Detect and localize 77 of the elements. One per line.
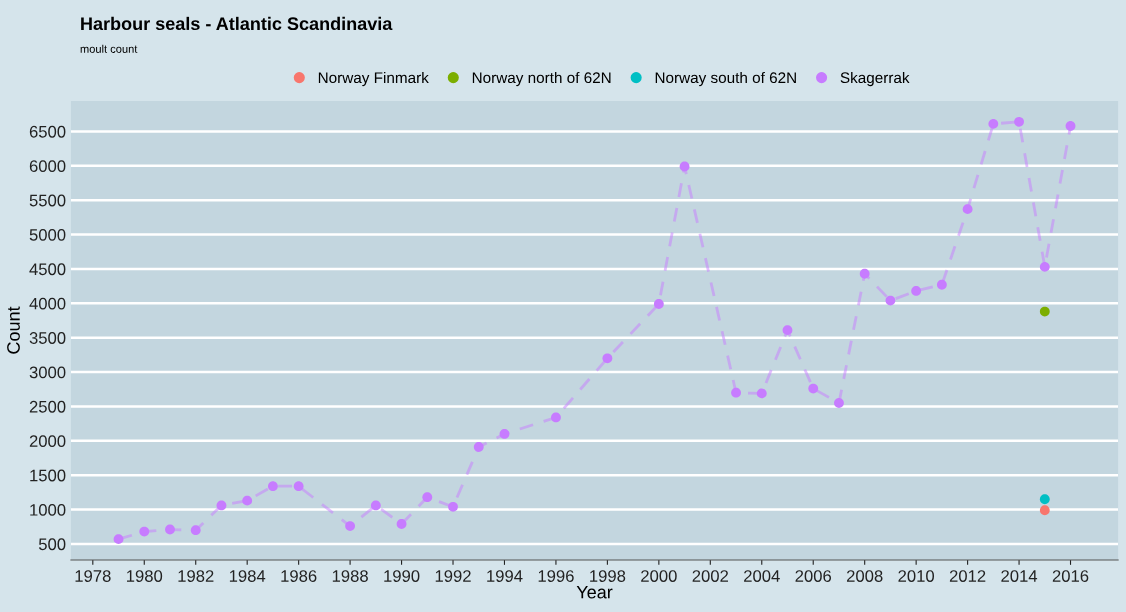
- y-tick-label: 6500: [29, 125, 66, 138]
- point: [834, 398, 844, 408]
- x-tick-label: 1990: [384, 570, 420, 582]
- legend-label: Skagerrak: [840, 71, 910, 87]
- point: [216, 500, 227, 511]
- point: [448, 501, 458, 512]
- chart-title: Harbour seals - Atlantic Scandinavia: [81, 16, 393, 31]
- x-tick-label: 2008: [846, 570, 883, 582]
- point: [859, 268, 870, 279]
- x-tick-label: 1992: [435, 570, 471, 582]
- y-tick-label: 1500: [30, 469, 66, 482]
- x-tick-label: 2000: [641, 570, 677, 582]
- y-axis-title: Count: [7, 306, 20, 354]
- point: [242, 495, 253, 506]
- y-tick-label: 2500: [29, 400, 66, 413]
- point: [731, 387, 741, 398]
- x-tick-label: 2002: [692, 570, 729, 582]
- point: [602, 353, 613, 364]
- point: [293, 481, 304, 492]
- x-tick-label: 2004: [744, 570, 780, 582]
- y-tick-label: 5000: [29, 228, 66, 241]
- y-tick-label: 3000: [29, 366, 66, 379]
- point: [551, 412, 561, 423]
- point: [1039, 494, 1050, 505]
- x-tick-label: 2012: [949, 570, 986, 582]
- point: [1039, 306, 1050, 317]
- y-tick-label: 1000: [30, 503, 66, 516]
- x-tick-label: 1978: [75, 570, 111, 582]
- point: [113, 534, 124, 545]
- point: [139, 526, 150, 537]
- point: [962, 204, 973, 215]
- x-tick-label: 1984: [229, 570, 266, 582]
- point: [911, 286, 922, 296]
- point: [1039, 261, 1050, 272]
- point: [808, 383, 819, 394]
- y-tick-label: 5500: [29, 194, 66, 207]
- y-tick-label: 2000: [29, 435, 66, 448]
- y-tick-label: 4000: [29, 297, 66, 310]
- point: [396, 519, 407, 529]
- y-tick-label: 3500: [29, 332, 66, 344]
- point: [165, 524, 175, 535]
- x-axis-title: Year: [576, 585, 613, 599]
- point: [345, 521, 356, 531]
- x-tick-label: 1982: [178, 570, 214, 582]
- point: [190, 525, 201, 536]
- point: [370, 500, 381, 511]
- x-tick-label: 2016: [1052, 570, 1089, 582]
- y-tick-label: 500: [38, 538, 66, 551]
- legend-label: Norway south of 62N: [655, 71, 796, 87]
- legend-label: Norway Finmark: [318, 71, 429, 87]
- point: [473, 442, 484, 452]
- point: [885, 295, 896, 306]
- point: [1014, 116, 1024, 127]
- point: [499, 429, 510, 439]
- x-tick-label: 1980: [127, 570, 163, 582]
- point: [679, 161, 690, 172]
- x-tick-label: 1994: [487, 570, 523, 582]
- point: [268, 481, 278, 492]
- point: [988, 118, 999, 129]
- legend-label: Norway north of 62N: [472, 71, 611, 87]
- x-tick-label: 2014: [1001, 570, 1038, 582]
- point: [782, 325, 793, 336]
- point: [422, 492, 433, 503]
- x-tick-label: 1986: [281, 570, 317, 582]
- point: [756, 388, 767, 399]
- x-tick-label: 1996: [538, 570, 574, 582]
- point: [653, 299, 664, 309]
- y-tick-label: 4500: [29, 263, 66, 276]
- x-tick-label: 1998: [590, 570, 626, 582]
- x-tick-label: 1988: [332, 570, 368, 582]
- chart-subtitle: moult count: [80, 44, 138, 53]
- x-tick-label: 2006: [795, 570, 832, 582]
- point: [1039, 505, 1050, 516]
- point: [1065, 121, 1076, 131]
- y-tick-label: 6000: [29, 160, 66, 173]
- x-tick-label: 2010: [898, 570, 935, 582]
- point: [936, 279, 947, 290]
